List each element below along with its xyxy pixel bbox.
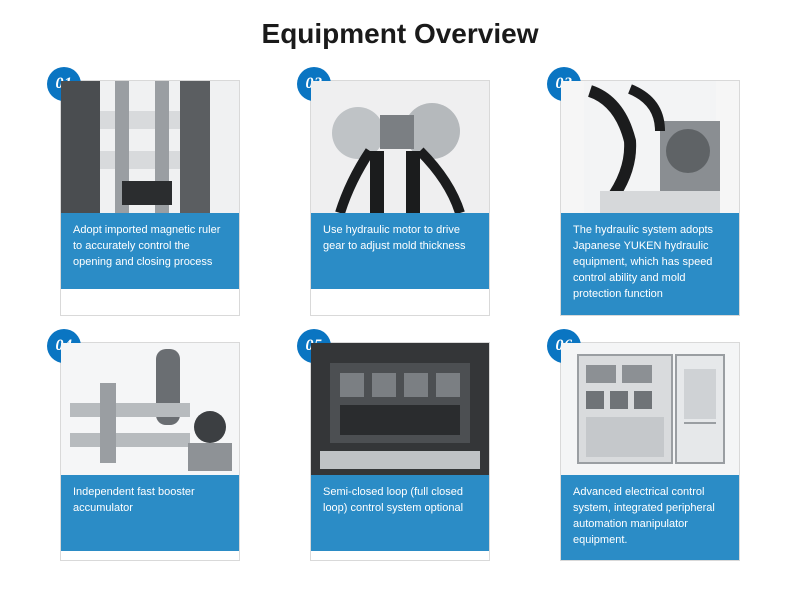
card-caption: Use hydraulic motor to drive gear to adj… <box>311 213 489 289</box>
card-caption: Semi-closed loop (full closed loop) cont… <box>311 475 489 551</box>
overview-card: 01 Adopt imported magnetic ruler to accu… <box>60 80 240 316</box>
card-caption: The hydraulic system adopts Japanese YUK… <box>561 213 739 315</box>
card-image <box>561 343 739 475</box>
card-caption: Adopt imported magnetic ruler to accurat… <box>61 213 239 289</box>
card-image <box>61 81 239 213</box>
overview-card: 06 Advanced electrical control system, i… <box>560 342 740 562</box>
card-image <box>561 81 739 213</box>
card-caption: Advanced electrical control system, inte… <box>561 475 739 561</box>
card-image <box>61 343 239 475</box>
overview-card: 05 Semi-closed loop (full closed loop) c… <box>310 342 490 562</box>
card-image <box>311 343 489 475</box>
card-caption: Independent fast booster accumulator <box>61 475 239 551</box>
overview-card: 03 The hydraulic system adopts Japanese … <box>560 80 740 316</box>
card-image <box>311 81 489 213</box>
overview-card: 04 Independent fast booster accumulator <box>60 342 240 562</box>
card-grid: 01 Adopt imported magnetic ruler to accu… <box>0 80 800 561</box>
page-title: Equipment Overview <box>0 0 800 80</box>
overview-card: 02 Use hydraulic motor to drive gear to … <box>310 80 490 316</box>
